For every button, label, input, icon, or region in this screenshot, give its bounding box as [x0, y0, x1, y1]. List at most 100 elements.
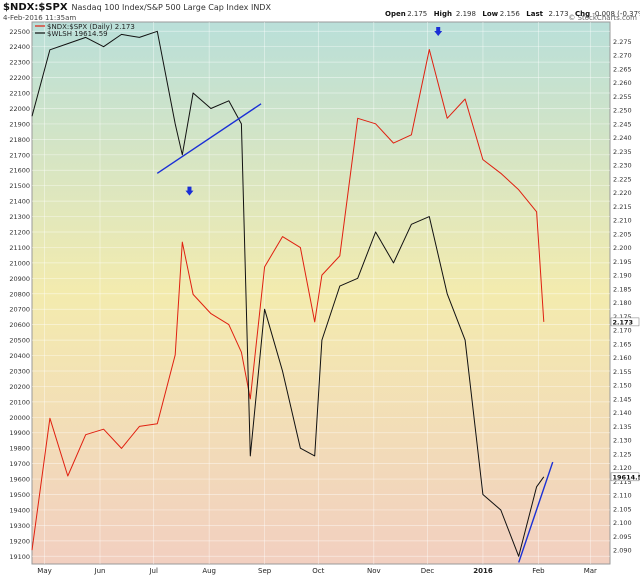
x-tick-label: Sep: [258, 567, 272, 575]
right-tick-label: 2.155: [613, 368, 632, 376]
quote-value: 2.173: [549, 10, 569, 18]
left-tick-label: 20900: [9, 275, 30, 283]
trendline: [156, 103, 262, 174]
quote-value: 2.175: [407, 10, 427, 18]
right-tick-label: 2.195: [613, 258, 632, 266]
left-tick-label: 20500: [9, 337, 30, 345]
x-tick-label: Jun: [94, 567, 106, 575]
right-tick-label: 2.240: [613, 134, 632, 142]
left-tick-label: 20800: [9, 290, 30, 298]
right-tick-label: 2.250: [613, 107, 632, 115]
right-tick-label: 2.090: [613, 547, 632, 555]
right-tick-label: 2.225: [613, 175, 632, 183]
right-tick-label: 2.110: [613, 492, 632, 500]
right-tick-label: 2.170: [613, 327, 632, 335]
right-axis-ticks: 2.275 2.270 2.265 2.260 2.255 2.250 2.245 2.240…: [613, 38, 632, 555]
right-tick-label: 2.260: [613, 79, 632, 87]
quote-bar: Open 2.175 High 2.198 Low 2.156 Last 2.173 Chg -0…: [385, 10, 640, 18]
left-tick-label: 21600: [9, 167, 30, 175]
right-tick-label: 2.180: [613, 299, 632, 307]
right-tick-label: 2.095: [613, 533, 632, 541]
series-layer: [31, 30, 545, 557]
left-tick-label: 21100: [9, 244, 30, 252]
last-label-wlsh-box: [610, 472, 640, 482]
right-tick-label: 2.210: [613, 217, 632, 225]
left-tick-label: 21700: [9, 151, 30, 159]
x-tick-label: Mar: [584, 567, 597, 575]
x-tick-label: Nov: [367, 567, 381, 575]
right-tick-label: 2.265: [613, 65, 632, 73]
left-tick-label: 20700: [9, 306, 30, 314]
left-tick-label: 19600: [9, 476, 30, 484]
right-tick-label: 2.115: [613, 478, 632, 486]
legend-entry-ratio: $NDX:$SPX (Daily) 2.173: [47, 23, 135, 31]
left-tick-label: 22500: [9, 28, 30, 36]
left-tick-label: 19200: [9, 537, 30, 545]
down-arrow-marker: [185, 186, 194, 196]
left-axis-ticks: 22500 22400 22300 22200 22100 22000 21900 21800…: [9, 28, 30, 561]
left-tick-label: 22000: [9, 105, 30, 113]
left-tick-label: 21300: [9, 213, 30, 221]
right-tick-label: 2.270: [613, 52, 632, 60]
left-tick-label: 22300: [9, 59, 30, 67]
left-tick-label: 20000: [9, 414, 30, 422]
quote-label: Low: [482, 10, 498, 18]
right-tick-label: 2.130: [613, 437, 632, 445]
right-tick-label: 2.165: [613, 340, 632, 348]
plot-area: [31, 21, 611, 565]
right-tick-label: 2.190: [613, 272, 632, 280]
chart-symbol: $NDX:$SPX Nasdaq 100 Index/S&P 500 Large …: [3, 2, 271, 13]
left-tick-label: 19100: [9, 553, 30, 561]
right-tick-label: 2.230: [613, 162, 632, 170]
quote-label: Chg: [575, 10, 590, 18]
quote-value: 2.156: [500, 10, 521, 18]
left-tick-label: 20300: [9, 367, 30, 375]
trendline: [518, 461, 554, 563]
source-credit: © StockCharts.com: [568, 14, 637, 22]
right-tick-label: 2.100: [613, 519, 632, 527]
down-arrow-marker: [434, 27, 443, 37]
right-tick-label: 2.215: [613, 203, 632, 211]
right-tick-label: 2.145: [613, 395, 632, 403]
quote-value: -0.008 (-0.37%): [592, 10, 640, 18]
legend: $NDX:$SPX (Daily) 2.173 $WLSH 19614.59: [35, 23, 135, 38]
left-tick-label: 21200: [9, 229, 30, 237]
x-tick-label: Aug: [202, 567, 216, 575]
right-tick-label: 2.220: [613, 189, 632, 197]
chart-date: 4-Feb-2016 11:35am: [3, 14, 76, 22]
left-tick-label: 19900: [9, 429, 30, 437]
right-tick-label: 2.125: [613, 450, 632, 458]
right-tick-label: 2.105: [613, 505, 632, 513]
right-tick-label: 2.150: [613, 382, 632, 390]
x-tick-label: Feb: [532, 567, 545, 575]
right-tick-label: 2.245: [613, 120, 632, 128]
quote-label: Open: [385, 10, 406, 18]
left-tick-label: 20100: [9, 398, 30, 406]
grid-lines: [32, 22, 610, 564]
last-value-labels: 2.173 19614.59: [610, 317, 640, 482]
right-tick-label: 2.120: [613, 464, 632, 472]
x-tick-label: May: [37, 567, 51, 575]
trendline-layer: [156, 103, 554, 563]
left-tick-label: 20600: [9, 321, 30, 329]
quote-label: High: [434, 10, 452, 18]
left-tick-label: 21000: [9, 259, 30, 267]
right-tick-label: 2.235: [613, 148, 632, 156]
left-tick-label: 22200: [9, 74, 30, 82]
x-tick-label: 2016: [473, 567, 493, 575]
quote-label: Last: [526, 10, 543, 18]
left-tick-label: 22100: [9, 90, 30, 98]
right-tick-label: 2.255: [613, 93, 632, 101]
left-tick-label: 21900: [9, 120, 30, 128]
last-label-wlsh: 19614.59: [613, 473, 640, 481]
left-tick-label: 22400: [9, 43, 30, 51]
x-tick-label: Dec: [421, 567, 435, 575]
right-tick-label: 2.175: [613, 313, 632, 321]
left-tick-label: 21500: [9, 182, 30, 190]
right-tick-label: 2.140: [613, 409, 632, 417]
left-tick-label: 19800: [9, 445, 30, 453]
left-tick-label: 21400: [9, 198, 30, 206]
x-tick-label: Oct: [312, 567, 324, 575]
